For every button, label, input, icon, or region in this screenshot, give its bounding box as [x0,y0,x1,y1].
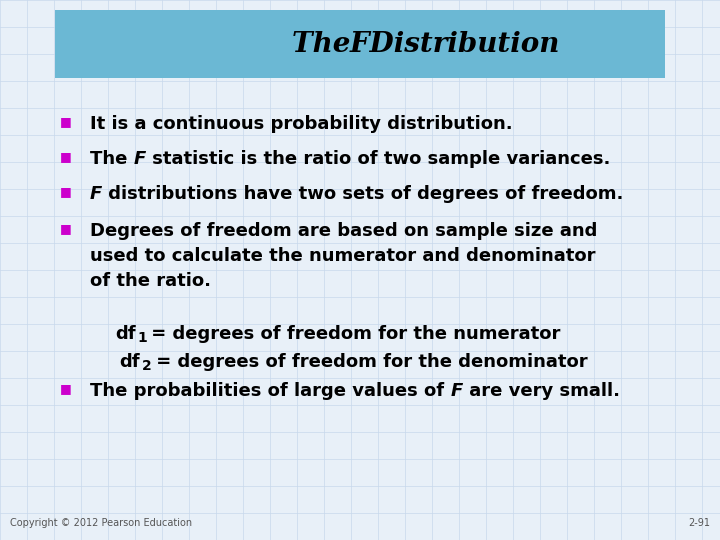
Text: The probabilities of large values of: The probabilities of large values of [90,382,451,400]
Text: ■: ■ [60,115,72,128]
Text: F: F [451,382,463,400]
Text: distributions have two sets of degrees of freedom.: distributions have two sets of degrees o… [102,185,624,203]
Text: df: df [119,353,140,371]
Text: Copyright © 2012 Pearson Education: Copyright © 2012 Pearson Education [10,518,192,528]
Text: F: F [134,150,146,168]
Text: Degrees of freedom are based on sample size and: Degrees of freedom are based on sample s… [90,222,598,240]
Text: statistic is the ratio of two sample variances.: statistic is the ratio of two sample var… [146,150,611,168]
FancyBboxPatch shape [55,10,665,78]
Text: Distribution: Distribution [360,30,559,57]
Text: ■: ■ [60,150,72,163]
Text: ■: ■ [60,382,72,395]
Text: The: The [90,150,134,168]
Text: ■: ■ [60,185,72,198]
Text: F: F [90,185,102,203]
Text: = degrees of freedom for the numerator: = degrees of freedom for the numerator [145,325,560,343]
Text: = degrees of freedom for the denominator: = degrees of freedom for the denominator [150,353,588,371]
Text: F: F [350,30,370,57]
Text: 2: 2 [142,359,152,373]
Text: df: df [115,325,135,343]
Text: The: The [292,30,360,57]
Text: It is a continuous probability distribution.: It is a continuous probability distribut… [90,115,513,133]
Text: 2-91: 2-91 [688,518,710,528]
Text: are very small.: are very small. [463,382,620,400]
Text: used to calculate the numerator and denominator: used to calculate the numerator and deno… [90,247,595,265]
Text: 1: 1 [137,331,147,345]
Text: of the ratio.: of the ratio. [90,272,211,290]
Text: ■: ■ [60,222,72,235]
